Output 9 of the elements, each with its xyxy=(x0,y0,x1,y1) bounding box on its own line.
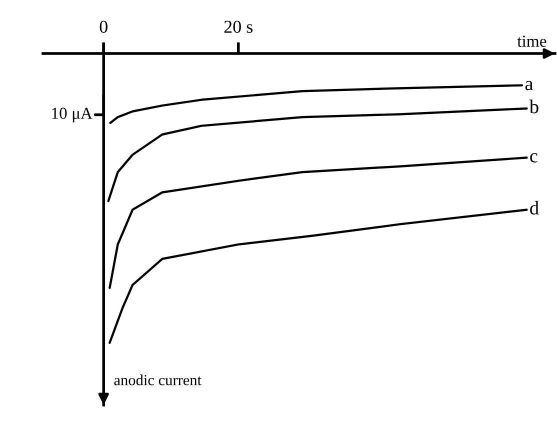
x-axis-title: time xyxy=(517,36,546,47)
series-label: b xyxy=(529,100,538,114)
text: anodic current xyxy=(114,374,202,386)
x-tick-label: 20 s xyxy=(224,20,253,33)
annotation: 10 μA xyxy=(52,108,92,122)
series-label: a xyxy=(525,80,534,90)
series-label: c xyxy=(530,153,538,163)
x-tick-label: 0 xyxy=(100,20,108,33)
series-label: d xyxy=(530,200,539,215)
